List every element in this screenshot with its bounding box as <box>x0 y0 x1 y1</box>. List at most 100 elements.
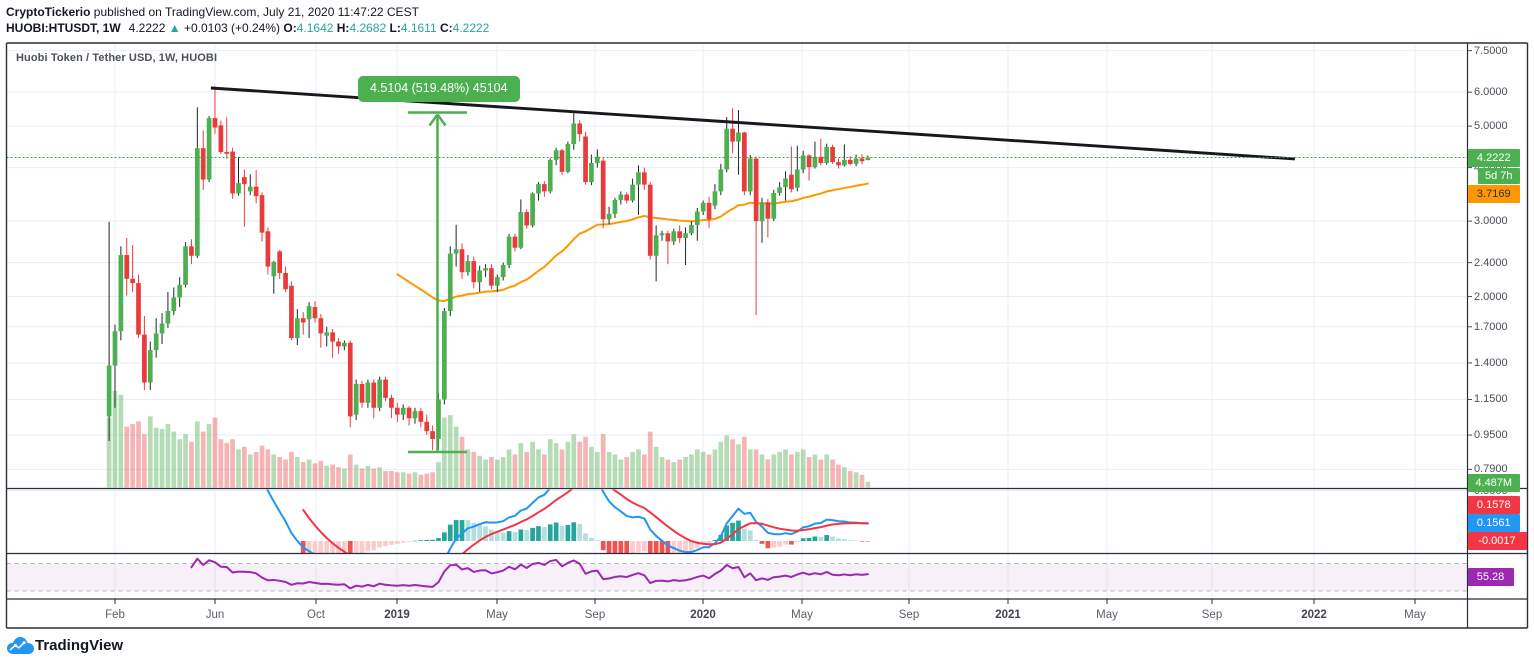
volume-bar <box>642 454 647 488</box>
macd-hist-bar <box>559 525 565 541</box>
volume-bar <box>736 444 741 488</box>
time-tick-label: 2020 <box>690 608 716 621</box>
candle-body <box>206 118 212 180</box>
volume-bar <box>206 424 212 488</box>
candle-body <box>636 172 641 185</box>
macd-hist-bar <box>477 524 483 541</box>
volume-bar <box>194 421 200 488</box>
candle-body <box>277 251 283 273</box>
volume-bar <box>330 464 335 488</box>
macd-hist-bar <box>859 541 865 542</box>
candle-body <box>330 332 335 342</box>
macd-hist-bar <box>706 541 712 544</box>
candle-body <box>430 431 435 440</box>
candle-body <box>518 212 524 248</box>
time-tick-label: 2019 <box>384 608 410 621</box>
volume-bar <box>542 454 547 488</box>
candle-body <box>406 407 412 419</box>
candle-body <box>200 148 206 180</box>
price-tick-label: 0.7900 <box>1474 463 1508 476</box>
volume-bar <box>259 445 265 488</box>
macd-hist-bar <box>847 540 853 541</box>
volume-bar <box>483 459 488 488</box>
candle-body <box>447 253 453 312</box>
volume-bar <box>271 454 277 488</box>
candle-body <box>118 255 124 332</box>
chart-legend-title[interactable]: Huobi Token / Tether USD, 1W, HUOBI <box>16 52 218 64</box>
macd-hist-bar <box>736 520 741 541</box>
volume-bar <box>147 416 153 488</box>
macd-hist-bar <box>759 541 765 544</box>
candle-body <box>312 307 318 319</box>
macd-hist-bar <box>783 541 788 545</box>
macd-hist-bar <box>483 526 488 541</box>
macd-hist-bar <box>565 524 571 541</box>
candles-series[interactable] <box>106 86 871 451</box>
candle-body <box>812 156 818 168</box>
macd-hist-bar <box>353 541 359 554</box>
macd-hist-bar <box>371 541 377 551</box>
symbol-interval: HUOBI:HTUSDT, 1W <box>6 21 121 35</box>
macd-hist-bar <box>459 520 465 541</box>
low-value: 4.1611 <box>400 21 437 35</box>
candle-body <box>753 158 759 222</box>
candle-body <box>483 268 488 271</box>
volume-bar <box>371 468 377 488</box>
candle-body <box>859 158 865 162</box>
volume-bar <box>453 426 459 488</box>
volume-bar <box>824 454 830 488</box>
macd-hist-bar <box>812 536 818 541</box>
macd-hist-bar <box>430 539 435 541</box>
candle-body <box>218 125 224 152</box>
price-tick-label: 1.4000 <box>1474 356 1508 369</box>
macd-hist-bar <box>530 527 535 541</box>
tradingview-logo-icon[interactable] <box>7 637 34 654</box>
macd-hist-bar <box>724 525 730 541</box>
candle-body <box>294 318 300 339</box>
candle-body <box>647 184 653 256</box>
candle-body <box>847 159 853 164</box>
volume-bar <box>189 441 194 488</box>
macd-hist-bar <box>642 541 647 552</box>
macd-hist-bar <box>753 539 759 541</box>
tradingview-brand[interactable]: TradingView <box>35 637 124 654</box>
candle-body <box>259 195 265 233</box>
candle-body <box>371 382 377 408</box>
candle-body <box>618 194 624 201</box>
candle-body <box>242 177 247 185</box>
candle-body <box>265 231 271 267</box>
candle-body <box>500 264 506 278</box>
candle-body <box>677 231 683 238</box>
price-range-label[interactable]: 4.5104 (519.48%) 45104 <box>357 76 520 102</box>
macd-hist-bar <box>359 541 365 554</box>
volume-bar <box>753 449 759 488</box>
volume-bar <box>530 441 535 488</box>
price-tick-label: 6.0000 <box>1474 86 1508 99</box>
candle-body <box>759 202 765 222</box>
volume-bar <box>365 465 371 488</box>
volume-bar <box>865 481 871 488</box>
macd-hist-bar <box>583 533 588 541</box>
volume-bar <box>112 390 118 488</box>
macd-hist-bar <box>712 539 718 541</box>
volume-bar <box>747 449 753 488</box>
time-tick-label: May <box>486 608 508 621</box>
volume-bar <box>471 451 477 488</box>
volume-bar <box>306 459 312 488</box>
volume-bar <box>324 465 330 488</box>
candle-body <box>194 148 200 256</box>
ema50-value-badge: 3.7169 <box>1467 185 1520 203</box>
candle-body <box>606 213 612 220</box>
macd-hist-bar <box>365 541 371 552</box>
candle-body <box>106 365 112 417</box>
candle-body <box>718 169 724 192</box>
candle-body <box>442 311 447 400</box>
macd-hist-bar <box>389 541 394 545</box>
candle-body <box>124 255 130 279</box>
candle-body <box>489 268 494 286</box>
macd-hist-bar <box>653 541 659 554</box>
macd-hist-bar <box>324 541 330 554</box>
volume-bar <box>553 443 559 488</box>
